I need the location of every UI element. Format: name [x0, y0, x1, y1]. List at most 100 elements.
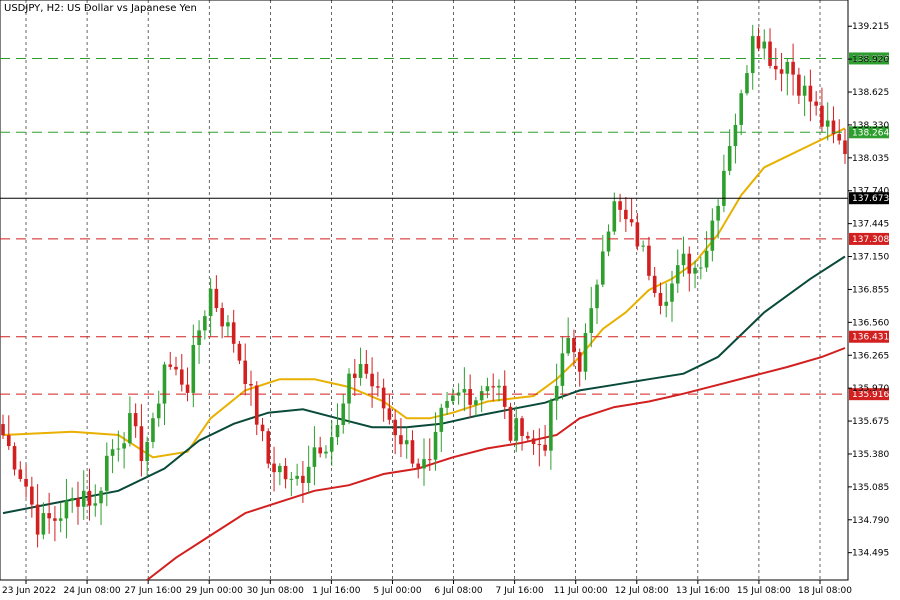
level-line-support-value: 136.431 [852, 333, 889, 343]
candle-body [843, 140, 847, 155]
candle-body [589, 308, 594, 333]
candle-body [727, 146, 732, 171]
candle-body [773, 65, 778, 70]
candle-body [497, 385, 501, 388]
plot-area[interactable] [0, 0, 849, 581]
y-tick-label: 135.085 [852, 483, 889, 493]
candle-body [710, 220, 715, 251]
candle-body [341, 403, 346, 425]
candle-body [750, 36, 755, 74]
y-tick-label: 136.560 [852, 318, 889, 328]
candle-body [358, 364, 363, 378]
candle-body [543, 444, 547, 451]
candle-body [295, 475, 299, 479]
candle-body [531, 438, 536, 445]
candle-body [779, 69, 784, 74]
candle-body [105, 455, 109, 491]
candle-body [664, 301, 669, 306]
candle-body [81, 490, 86, 507]
candle-body [197, 330, 201, 346]
candle-body [370, 373, 374, 387]
x-tick-label: 11 Jul 00:00 [554, 586, 608, 596]
x-tick-label: 24 Jun 08:00 [63, 586, 120, 596]
y-tick-label: 138.330 [852, 121, 889, 131]
level-line-resistance-tag [849, 126, 889, 139]
candle-body [324, 451, 328, 454]
candlesticks [1, 24, 847, 548]
candle-body [139, 426, 144, 462]
candle-body [278, 465, 282, 473]
candle-body [231, 322, 236, 344]
current-price-line-tag [849, 192, 889, 205]
candle-body [652, 275, 657, 293]
candle-body [445, 401, 449, 408]
candle-body [670, 283, 674, 302]
candle-body [6, 435, 11, 447]
candle-body [254, 385, 259, 425]
x-tick-label: 30 Jun 08:00 [247, 586, 304, 596]
candle-body [364, 364, 369, 374]
candle-body [179, 369, 184, 385]
candle-body [583, 332, 588, 372]
candle-body [18, 469, 23, 479]
time-axis[interactable]: 23 Jun 2022 24 Jun 08:00 27 Jun 16:00 29 Ju… [2, 580, 852, 596]
price-axis[interactable]: 139.215 138.920 138.625 138.330 138.035 137.7… [848, 22, 889, 559]
candle-body [520, 418, 524, 436]
level-line-support-tag [849, 330, 889, 343]
candle-body [133, 413, 138, 427]
candle-body [41, 513, 46, 535]
candle-body [733, 124, 738, 147]
candle-body [272, 463, 276, 473]
y-tick-label: 135.970 [852, 384, 889, 394]
candle-body [220, 308, 224, 327]
candle-body [352, 373, 357, 378]
candle-body [451, 395, 455, 402]
candle-body [572, 338, 576, 353]
y-tick-label: 137.150 [852, 253, 889, 263]
vertical-gridlines [25, 0, 821, 580]
candle-body [168, 364, 173, 367]
moving-average-line [2, 127, 846, 459]
candle-body [658, 292, 663, 306]
candle-body [174, 366, 178, 370]
y-tick-label: 137.445 [852, 220, 889, 230]
candle-body [266, 431, 271, 464]
candle-body [64, 500, 69, 519]
candle-body [462, 389, 467, 393]
candle-body [306, 466, 311, 483]
x-tick-label: 23 Jun 2022 [2, 586, 56, 596]
candle-body [526, 435, 530, 439]
level-line-resistance-tag [849, 52, 889, 65]
candle-body [203, 316, 207, 331]
y-tick-label: 138.625 [852, 88, 889, 98]
candle-body [329, 437, 334, 452]
candle-body [151, 418, 155, 442]
y-tick-label: 137.740 [852, 187, 889, 197]
candle-body [260, 424, 265, 432]
y-tick-label: 135.380 [852, 450, 889, 460]
candle-body [191, 345, 196, 393]
candle-body [12, 446, 17, 470]
candle-body [566, 338, 570, 354]
level-line-support-value: 135.916 [852, 390, 889, 400]
y-tick-label: 135.675 [852, 417, 889, 427]
candle-body [70, 498, 75, 501]
y-tick-label: 138.035 [852, 154, 889, 164]
candle-body [485, 386, 490, 392]
candle-body [399, 435, 403, 445]
x-tick-label: 18 Jul 08:00 [798, 586, 852, 596]
candle-body [301, 475, 305, 483]
candle-body [226, 322, 230, 327]
candle-body [618, 201, 622, 210]
candle-body [162, 364, 167, 404]
y-tick-label: 136.855 [852, 285, 889, 295]
price-levels: 138.926 138.264 137.308 136.431 135.916 137.6… [0, 52, 889, 401]
level-line-support-tag [849, 388, 889, 401]
candle-body [802, 85, 807, 96]
candle-body [87, 490, 92, 506]
x-tick-label: 6 Jul 08:00 [434, 586, 483, 596]
candle-body [208, 288, 213, 317]
x-tick-label: 29 Jun 00:00 [186, 586, 243, 596]
candle-body [53, 518, 57, 521]
